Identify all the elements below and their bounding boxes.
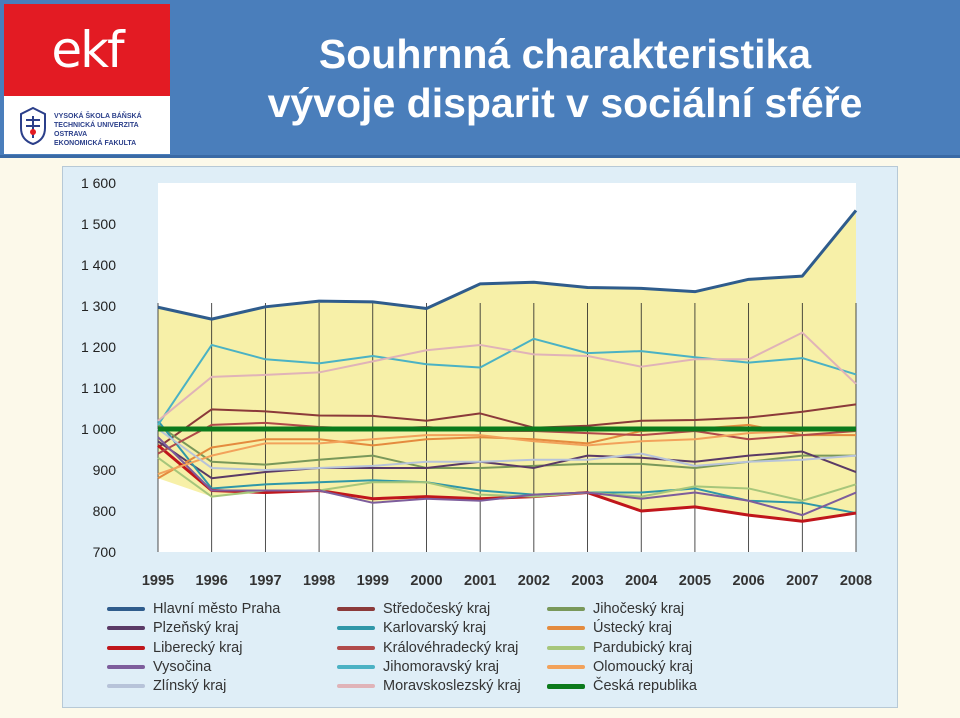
- legend-label: Moravskoslezský kraj: [383, 678, 521, 695]
- x-tick-label: 2003: [571, 573, 603, 589]
- legend-item: Ústecký kraj: [547, 619, 672, 637]
- slide-title-line-2: vývoje disparit v sociální sféře: [267, 80, 863, 126]
- legend-label: Středočeský kraj: [383, 601, 491, 617]
- logo-line: VYSOKÁ ŠKOLA BÁŇSKÁ: [54, 113, 142, 120]
- legend-swatch: [107, 626, 145, 631]
- legend-label: Liberecký kraj: [153, 639, 243, 656]
- logo-text-lines: VYSOKÁ ŠKOLA BÁŇSKÁ TECHNICKÁ UNIVERZITA…: [54, 112, 170, 148]
- legend-label: Pardubický kraj: [593, 639, 693, 656]
- legend-item: Olomoucký kraj: [547, 658, 693, 676]
- y-tick-label: 1 200: [81, 339, 116, 355]
- logo-mark: ekf: [51, 21, 124, 79]
- legend-swatch: [547, 607, 585, 611]
- logo: ekf VYSOKÁ ŠKOLA BÁŇSKÁ TECHNICKÁ UNIVER…: [4, 4, 170, 154]
- series-line: [157, 428, 857, 471]
- legend-item: Liberecký kraj: [107, 639, 242, 657]
- x-tick-label: 1998: [303, 573, 335, 589]
- series-line: [157, 337, 857, 426]
- legend-swatch: [107, 645, 145, 650]
- x-tick-label: 2004: [625, 573, 657, 589]
- logo-mark-area: ekf: [4, 4, 170, 96]
- legend-swatch: [107, 607, 145, 611]
- legend-item: Zlínský kraj: [107, 677, 226, 695]
- legend-swatch: [547, 645, 585, 650]
- legend-item: Plzeňský kraj: [107, 619, 238, 637]
- legend-swatch: [107, 664, 145, 669]
- y-tick-label: 1 000: [81, 421, 116, 437]
- y-tick-label: 1 100: [81, 380, 116, 396]
- legend-label: Karlovarský kraj: [383, 620, 487, 637]
- logo-subtitle: VYSOKÁ ŠKOLA BÁŇSKÁ TECHNICKÁ UNIVERZITA…: [4, 98, 170, 154]
- legend-swatch: [337, 607, 375, 611]
- x-tick-label: 2002: [518, 573, 550, 589]
- legend-label: Olomoucký kraj: [593, 658, 693, 675]
- legend-label: Plzeňský kraj: [153, 620, 239, 637]
- series-line: [157, 403, 857, 449]
- x-tick-label: 2007: [786, 573, 818, 589]
- legend-item: Jihomoravský kraj: [337, 658, 499, 676]
- legend-label: Vysočina: [153, 658, 212, 675]
- legend-swatch: [547, 626, 585, 631]
- legend-label: Jihomoravský kraj: [383, 658, 500, 675]
- x-tick-label: 2008: [840, 573, 872, 589]
- y-tick-label: 1 500: [81, 216, 116, 232]
- series-line: [157, 440, 857, 480]
- legend-item: Karlovarský kraj: [337, 619, 486, 637]
- slide-header: ekf VYSOKÁ ŠKOLA BÁŇSKÁ TECHNICKÁ UNIVER…: [0, 0, 960, 158]
- x-tick-label: 1996: [196, 573, 228, 589]
- slide-title-line-1: Souhrnná charakteristika: [318, 31, 812, 77]
- series-line: [157, 331, 857, 422]
- slide-title: Souhrnná charakteristika vývoje disparit…: [175, 30, 955, 128]
- legend-swatch: [337, 645, 375, 650]
- series-line: [157, 209, 858, 321]
- x-tick-label: 1999: [357, 573, 389, 589]
- x-tick-label: 2000: [410, 573, 442, 589]
- y-tick-label: 1 600: [81, 175, 116, 191]
- x-tick-label: 2006: [732, 573, 764, 589]
- legend-item: Česká republika: [547, 677, 697, 695]
- legend-item: Hlavní město Praha: [107, 600, 280, 618]
- legend-label: Hlavní město Praha: [153, 601, 281, 617]
- legend-swatch: [337, 664, 375, 669]
- legend-item: Jihočeský kraj: [547, 600, 684, 618]
- range-band: [158, 210, 856, 522]
- legend-label: Ústecký kraj: [593, 620, 672, 637]
- y-tick-label: 1 300: [81, 298, 116, 314]
- legend-swatch: [547, 664, 585, 669]
- y-tick-label: 800: [93, 503, 117, 519]
- legend-item: Pardubický kraj: [547, 639, 692, 657]
- legend-item: Vysočina: [107, 658, 211, 676]
- legend-label: Zlínský kraj: [153, 678, 227, 695]
- x-tick-label: 1995: [142, 573, 174, 589]
- logo-line: EKONOMICKÁ FAKULTA: [54, 140, 137, 147]
- legend-swatch: [337, 626, 375, 631]
- x-tick-label: 2001: [464, 573, 496, 589]
- legend-item: Královéhradecký kraj: [337, 639, 518, 657]
- y-tick-label: 900: [93, 462, 117, 478]
- chart-legend: Hlavní město Praha Středočeský kraj Jihoče…: [107, 600, 867, 700]
- legend-label: Česká republika: [593, 678, 697, 695]
- legend-swatch: [107, 684, 145, 689]
- university-crest-icon: [20, 106, 46, 146]
- series-line: [157, 428, 857, 476]
- x-tick-label: 1997: [249, 573, 281, 589]
- legend-item: Středočeský kraj: [337, 600, 490, 618]
- legend-item: Moravskoslezský kraj: [337, 677, 521, 695]
- series-line: [157, 436, 857, 517]
- y-tick-label: 1 400: [81, 257, 116, 273]
- x-tick-label: 2005: [679, 573, 711, 589]
- legend-label: Královéhradecký kraj: [383, 639, 519, 656]
- legend-swatch: [337, 684, 375, 689]
- legend-label: Jihočeský kraj: [593, 601, 685, 617]
- logo-line: TECHNICKÁ UNIVERZITA OSTRAVA: [54, 122, 139, 138]
- legend-swatch: [547, 683, 585, 689]
- y-tick-label: 700: [93, 544, 117, 560]
